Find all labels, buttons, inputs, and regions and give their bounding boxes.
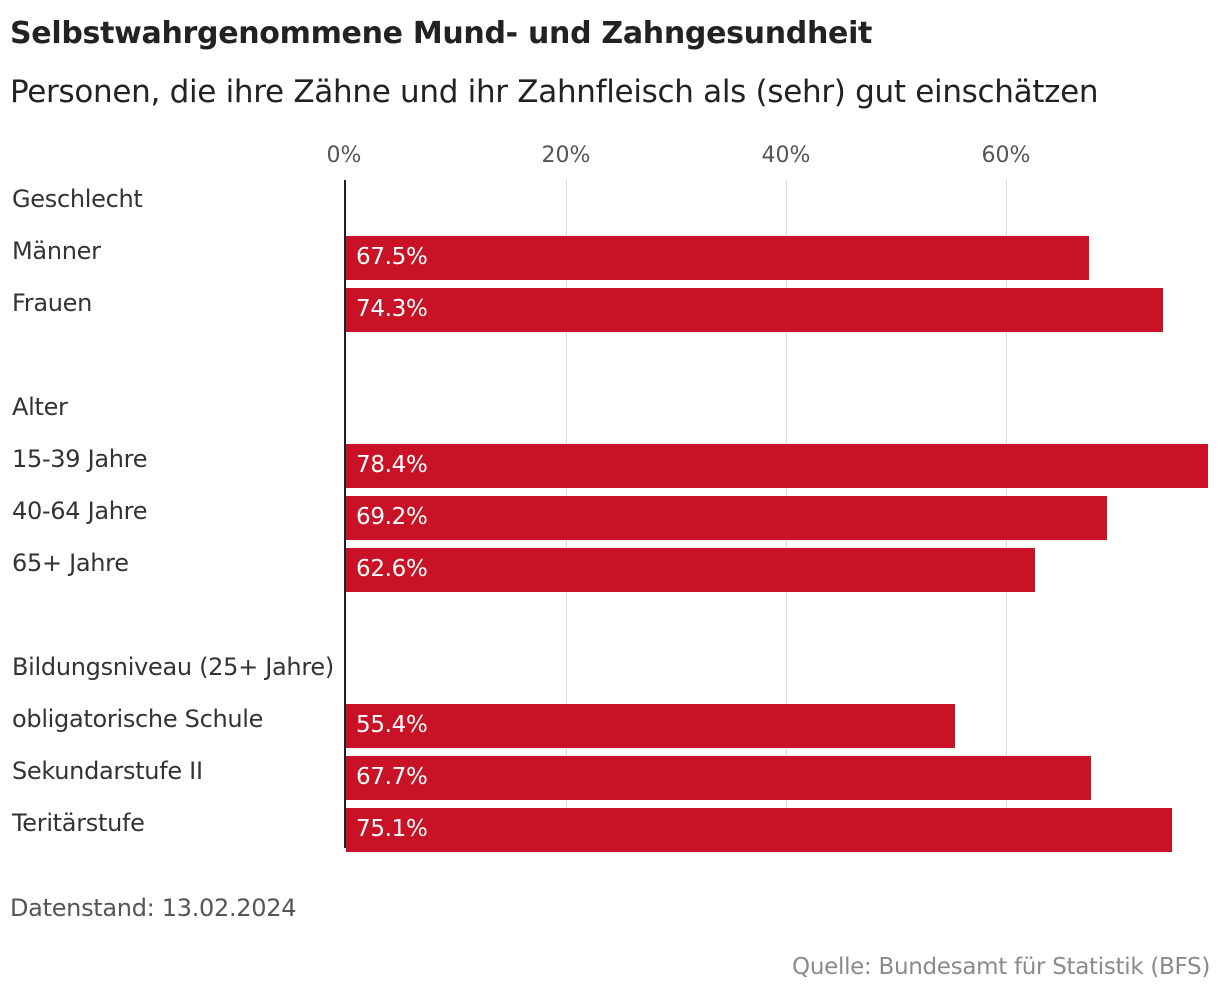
x-tick-label: 40%: [761, 143, 811, 168]
category-label: Sekundarstufe II: [12, 757, 203, 785]
bar: 78.4%: [346, 444, 1208, 488]
category-label: Frauen: [12, 289, 93, 317]
bar-value-label: 69.2%: [356, 504, 428, 530]
bar: 67.7%: [346, 756, 1091, 800]
category-label: Männer: [12, 237, 101, 265]
bar-value-label: 62.6%: [356, 556, 428, 582]
x-tick-label: 0%: [326, 143, 362, 168]
group-heading: Bildungsniveau (25+ Jahre): [12, 653, 334, 681]
bar: 55.4%: [346, 704, 955, 748]
bar: 62.6%: [346, 548, 1035, 592]
bar: 67.5%: [346, 236, 1089, 280]
x-tick-label: 20%: [541, 143, 591, 168]
bar-value-label: 67.5%: [356, 244, 428, 270]
bar-value-label: 74.3%: [356, 296, 428, 322]
category-label: 40-64 Jahre: [12, 497, 148, 525]
bar: 69.2%: [346, 496, 1107, 540]
category-label: Teritärstufe: [12, 809, 145, 837]
bar-value-label: 67.7%: [356, 764, 428, 790]
bar-value-label: 75.1%: [356, 816, 428, 842]
chart-title: Selbstwahrgenommene Mund- und Zahngesund…: [10, 16, 873, 51]
data-date-note: Datenstand: 13.02.2024: [10, 894, 297, 922]
category-label: 15-39 Jahre: [12, 445, 148, 473]
category-label: obligatorische Schule: [12, 705, 264, 733]
x-tick-label: 60%: [981, 143, 1031, 168]
bar-value-label: 55.4%: [356, 712, 428, 738]
source-note: Quelle: Bundesamt für Statistik (BFS): [792, 954, 1210, 980]
bar: 75.1%: [346, 808, 1172, 852]
group-heading: Geschlecht: [12, 185, 143, 213]
category-label: 65+ Jahre: [12, 549, 129, 577]
bar-value-label: 78.4%: [356, 452, 428, 478]
group-heading: Alter: [12, 393, 68, 421]
y-axis-line: [344, 180, 346, 848]
bar: 74.3%: [346, 288, 1163, 332]
chart-subtitle: Personen, die ihre Zähne und ihr Zahnfle…: [10, 74, 1099, 110]
